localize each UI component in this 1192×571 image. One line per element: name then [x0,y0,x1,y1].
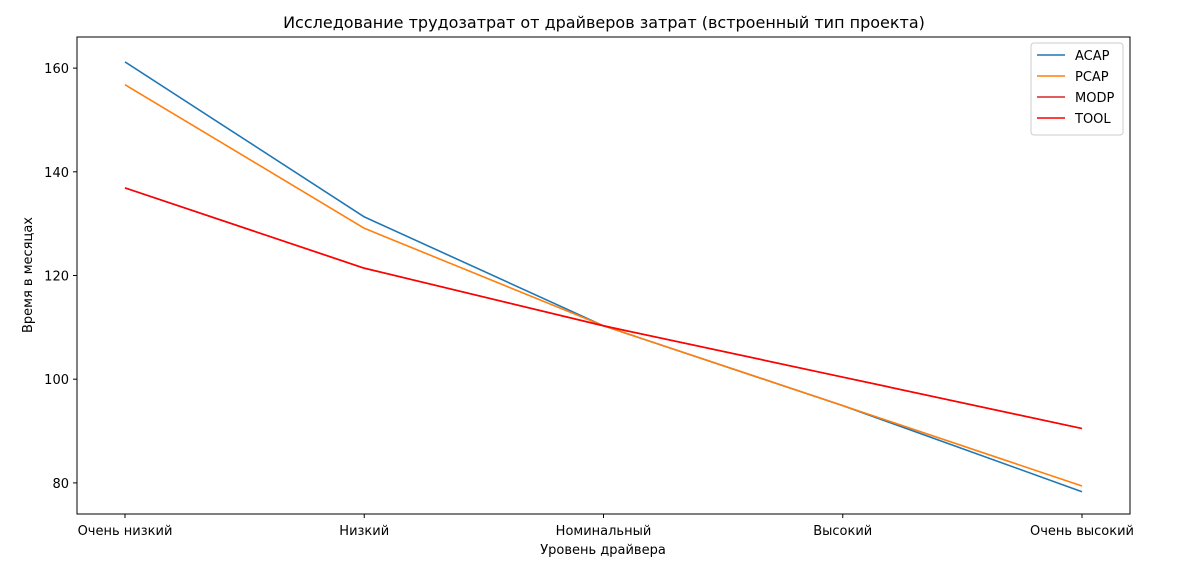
legend: ACAP PCAP MODP TOOL [1030,42,1124,136]
y-tick-label: 80 [52,477,69,492]
y-tick-label: 160 [44,62,69,77]
y-axis-label: Время в месяцах [21,217,36,333]
legend-label-tool: TOOL [1074,112,1111,127]
x-tick-label: Очень низкий [78,524,173,539]
plot-area [124,61,1083,493]
y-tick-label: 120 [44,270,69,285]
x-axis-label: Уровень драйвера [540,543,666,558]
series-line-tool [124,187,1083,430]
legend-label-acap: ACAP [1075,49,1110,64]
legend-label-pcap: PCAP [1075,70,1109,85]
y-tick-label: 100 [44,373,69,388]
x-axis: Очень низкий Низкий Номинальный Высокий Очен… [78,514,1134,539]
x-tick-label: Очень высокий [1030,524,1134,539]
x-tick-label: Высокий [813,524,872,539]
x-tick-label: Номинальный [556,524,652,539]
legend-box [1030,42,1124,136]
y-axis: 80 100 120 140 160 [44,62,77,492]
legend-label-modp: MODP [1075,91,1114,106]
x-tick-label: Низкий [339,524,389,539]
chart-title: Исследование трудозатрат от драйверов за… [283,13,925,32]
y-tick-label: 140 [44,166,69,181]
